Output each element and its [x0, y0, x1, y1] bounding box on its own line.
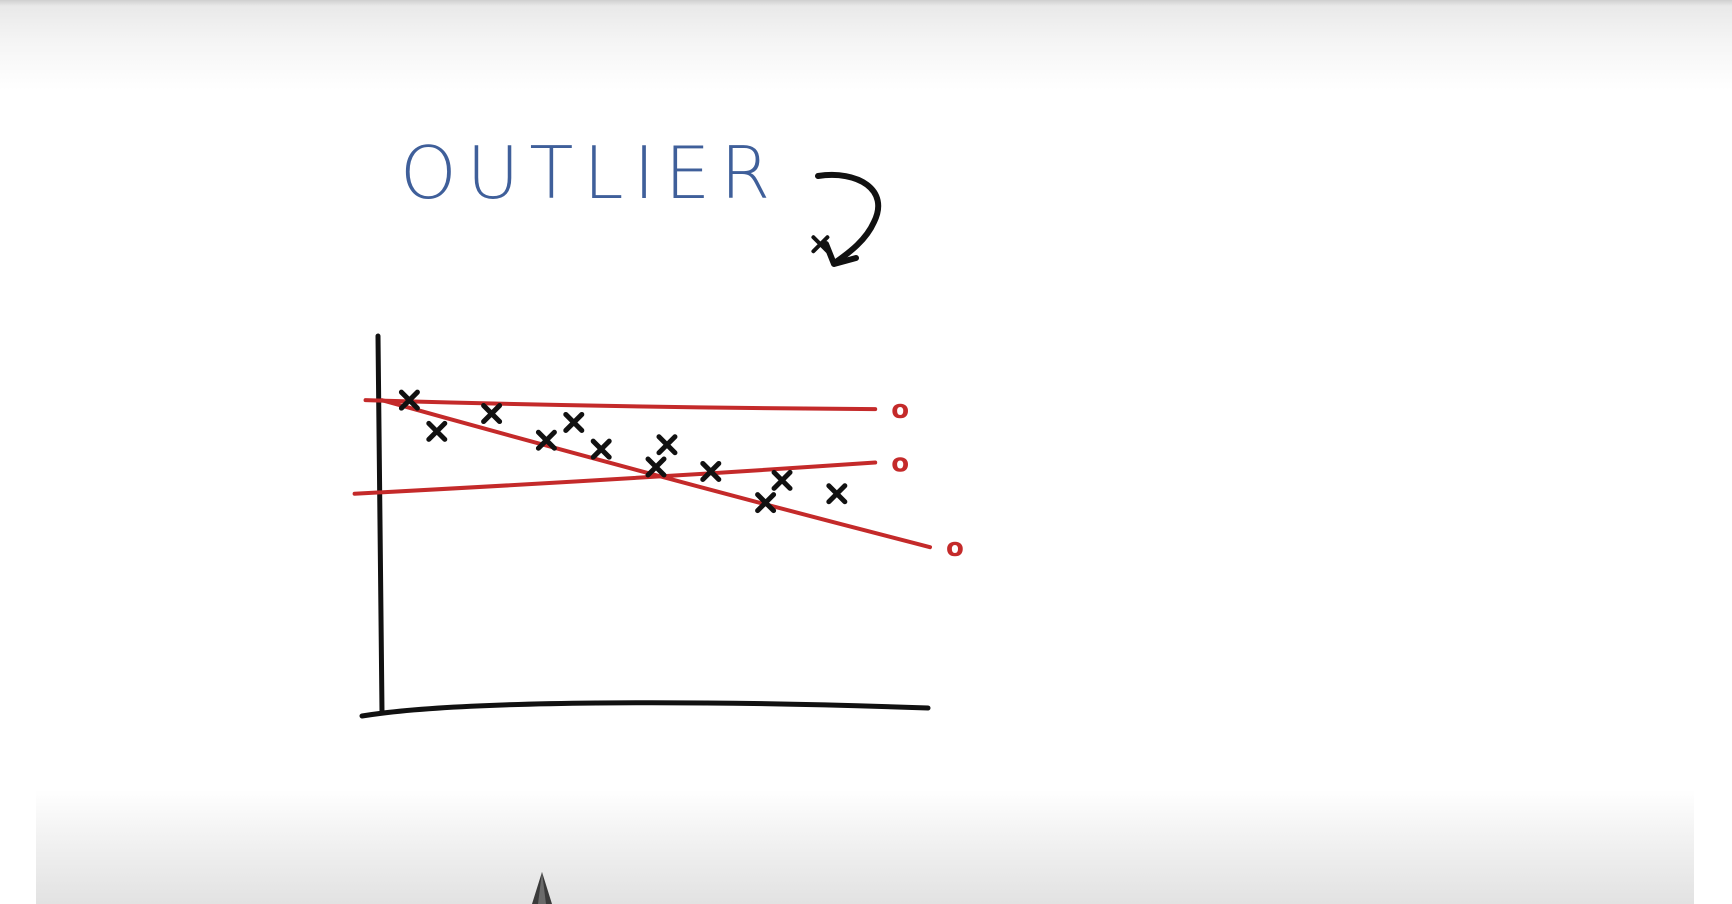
top-shadow: [0, 0, 1732, 90]
fit-line-3-end-label: o: [946, 533, 964, 563]
bottom-right-edge: [1694, 790, 1732, 904]
data-point: [700, 460, 722, 482]
data-point: [590, 438, 612, 460]
axes: [359, 333, 931, 719]
bottom-left-edge: [0, 790, 36, 904]
bottom-shadow: [36, 790, 1694, 904]
y-axis: [375, 333, 385, 715]
data-point: [481, 403, 503, 425]
data-point: [656, 434, 678, 456]
data-point: [826, 483, 848, 505]
data-point: [563, 411, 585, 433]
data-point: [645, 456, 667, 478]
data-points: [398, 235, 848, 514]
outlier-label: OUTLIER: [400, 131, 780, 215]
data-point: [535, 429, 557, 451]
fit-line-2-end-label: o: [891, 449, 909, 479]
fit-line-3: [380, 398, 932, 550]
fit-line-1-end-label: o: [891, 395, 909, 425]
fit-line-1: [363, 398, 878, 412]
data-point: [426, 420, 448, 442]
x-axis: [359, 700, 931, 719]
data-point: [398, 389, 420, 411]
data-point: [755, 492, 777, 514]
data-point: [771, 469, 793, 491]
fit-line-2: [352, 460, 878, 496]
outlier-point: [811, 235, 830, 254]
fit-lines: ooo: [352, 395, 964, 563]
pen-tip-icon: [532, 872, 552, 904]
outlier-label-group: OUTLIER: [400, 131, 780, 215]
